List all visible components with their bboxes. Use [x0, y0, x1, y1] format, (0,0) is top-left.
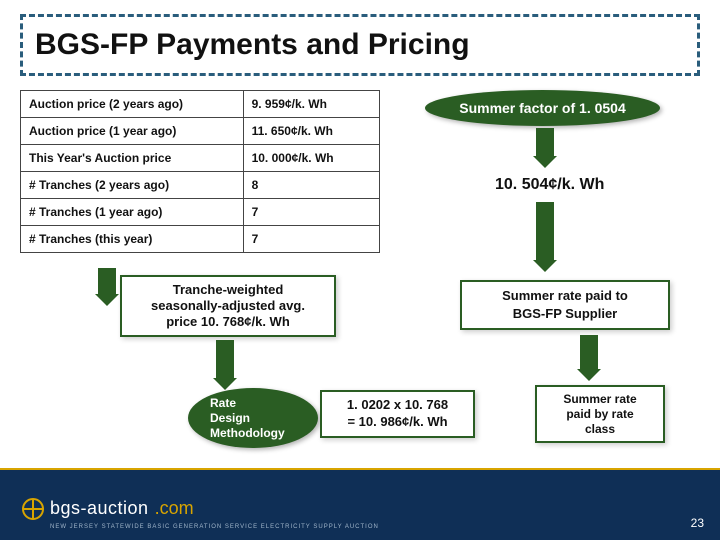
supplier-box: Summer rate paid to BGS-FP Supplier: [460, 280, 670, 330]
text-line: seasonally-adjusted avg.: [151, 298, 305, 314]
table-row: Auction price (1 year ago) 11. 650¢/k. W…: [21, 118, 380, 145]
table-row: # Tranches (1 year ago) 7: [21, 199, 380, 226]
text-line: class: [585, 422, 615, 437]
cell-value: 10. 000¢/k. Wh: [243, 145, 379, 172]
calc-box: 1. 0202 x 10. 768 = 10. 986¢/k. Wh: [320, 390, 475, 438]
text-line: Summer rate: [563, 392, 636, 407]
cell-value: 7: [243, 226, 379, 253]
text-line: paid by rate: [566, 407, 633, 422]
text-line: BGS-FP Supplier: [513, 305, 618, 323]
arrow-down-icon: [536, 128, 554, 158]
pricing-table: Auction price (2 years ago) 9. 959¢/k. W…: [20, 90, 380, 253]
cell-label: Auction price (1 year ago): [21, 118, 244, 145]
text-line: Methodology: [210, 426, 285, 441]
table-row: This Year's Auction price 10. 000¢/k. Wh: [21, 145, 380, 172]
page-number: 23: [691, 516, 704, 530]
page-title: BGS-FP Payments and Pricing: [35, 28, 470, 62]
summer-factor-text: Summer factor of 1. 0504: [459, 100, 626, 116]
footer-tagline: NEW JERSEY STATEWIDE BASIC GENERATION SE…: [50, 524, 379, 530]
cell-value: 8: [243, 172, 379, 199]
arrow-down-icon: [580, 335, 598, 371]
text-line: 1. 0202 x 10. 768: [347, 397, 448, 414]
table-row: # Tranches (this year) 7: [21, 226, 380, 253]
table-row: Auction price (2 years ago) 9. 959¢/k. W…: [21, 91, 380, 118]
cell-label: # Tranches (1 year ago): [21, 199, 244, 226]
cell-value: 7: [243, 199, 379, 226]
title-container: BGS-FP Payments and Pricing: [20, 14, 700, 76]
text-line: Rate: [210, 396, 285, 411]
text-line: Tranche-weighted: [173, 282, 284, 298]
cell-label: # Tranches (this year): [21, 226, 244, 253]
accent-divider: [0, 468, 720, 470]
text-line: Design: [210, 411, 285, 426]
cell-label: Auction price (2 years ago): [21, 91, 244, 118]
oval-inner: Rate Design Methodology: [210, 396, 285, 441]
summer-factor-oval: Summer factor of 1. 0504: [425, 90, 660, 126]
rate-design-oval: Rate Design Methodology: [188, 388, 318, 448]
cell-label: # Tranches (2 years ago): [21, 172, 244, 199]
cell-value: 11. 650¢/k. Wh: [243, 118, 379, 145]
rate-class-box: Summer rate paid by rate class: [535, 385, 665, 443]
globe-icon: [22, 498, 44, 520]
brand-main: bgs-auction: [50, 498, 149, 519]
brand-suffix: .com: [155, 498, 194, 519]
cell-value: 9. 959¢/k. Wh: [243, 91, 379, 118]
tranche-box: Tranche-weighted seasonally-adjusted avg…: [120, 275, 336, 337]
cell-label: This Year's Auction price: [21, 145, 244, 172]
text-line: Summer rate paid to: [502, 287, 628, 305]
arrow-down-icon: [216, 340, 234, 380]
text-line: price 10. 768¢/k. Wh: [166, 314, 290, 330]
arrow-down-icon: [536, 202, 554, 262]
table-row: # Tranches (2 years ago) 8: [21, 172, 380, 199]
footer-logo: bgs-auction .com: [22, 498, 194, 520]
calc-value-text: 10. 504¢/k. Wh: [495, 176, 604, 194]
arrow-down-icon: [98, 268, 116, 296]
text-line: = 10. 986¢/k. Wh: [347, 414, 447, 431]
